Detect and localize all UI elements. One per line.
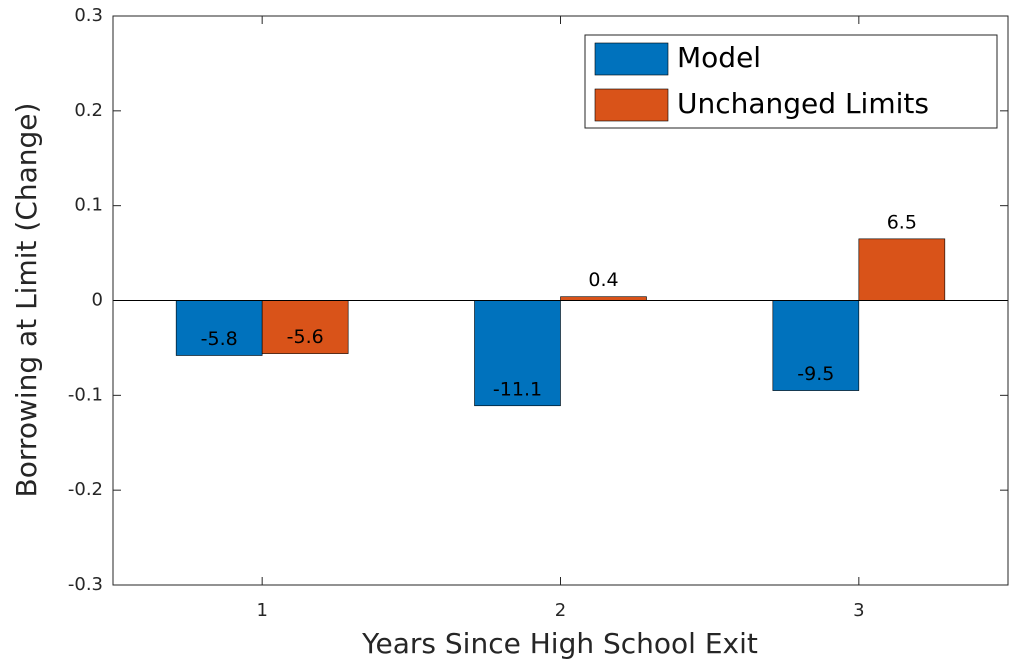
legend-label: Unchanged Limits bbox=[677, 87, 929, 120]
legend-label: Model bbox=[677, 41, 761, 74]
x-tick-label: 1 bbox=[256, 600, 267, 621]
legend-swatch bbox=[594, 42, 669, 76]
value-label: 0.4 bbox=[588, 269, 618, 291]
bar bbox=[560, 296, 647, 301]
value-label: 6.5 bbox=[887, 211, 917, 233]
plot-frame bbox=[112, 15, 1009, 586]
y-axis-label: Borrowing at Limit (Change) bbox=[10, 103, 43, 498]
bar bbox=[858, 238, 946, 301]
legend-swatch bbox=[594, 88, 669, 122]
x-tick-label: 3 bbox=[853, 600, 864, 621]
bar bbox=[772, 300, 860, 391]
y-tick-label: -0.2 bbox=[68, 479, 103, 500]
value-label: -11.1 bbox=[493, 378, 542, 400]
x-axis-label: Years Since High School Exit bbox=[361, 627, 758, 660]
bar bbox=[175, 300, 263, 356]
y-tick-label: 0.3 bbox=[74, 5, 103, 26]
value-label: -5.6 bbox=[287, 326, 324, 348]
y-tick-label: 0.2 bbox=[74, 100, 103, 121]
x-tick-label: 2 bbox=[555, 600, 566, 621]
bar bbox=[261, 300, 349, 354]
y-tick-label: 0 bbox=[92, 290, 103, 311]
y-tick-label: 0.1 bbox=[74, 195, 103, 216]
value-label: -9.5 bbox=[797, 363, 834, 385]
y-tick-label: -0.1 bbox=[68, 384, 103, 405]
y-tick-label: -0.3 bbox=[68, 574, 103, 595]
value-label: -5.8 bbox=[201, 328, 238, 350]
